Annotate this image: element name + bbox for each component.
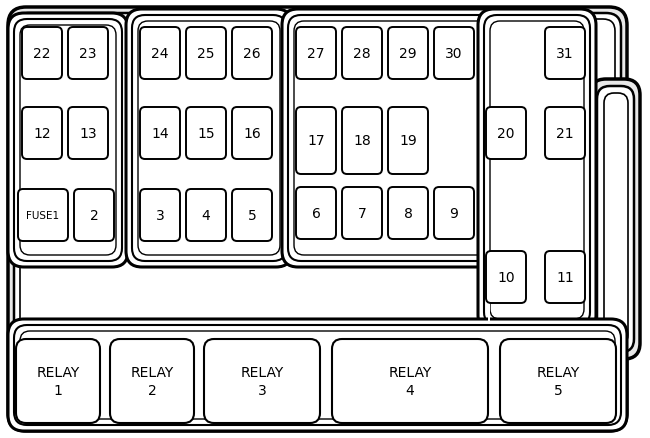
FancyBboxPatch shape bbox=[486, 108, 526, 159]
FancyBboxPatch shape bbox=[342, 28, 382, 80]
FancyBboxPatch shape bbox=[14, 20, 122, 261]
FancyBboxPatch shape bbox=[232, 108, 272, 159]
Text: 28: 28 bbox=[353, 47, 370, 61]
FancyBboxPatch shape bbox=[20, 20, 615, 419]
Text: RELAY
1: RELAY 1 bbox=[36, 365, 80, 397]
Text: 21: 21 bbox=[556, 127, 574, 141]
Text: 3: 3 bbox=[155, 208, 164, 223]
FancyBboxPatch shape bbox=[388, 28, 428, 80]
Text: 11: 11 bbox=[556, 270, 574, 284]
FancyBboxPatch shape bbox=[478, 10, 596, 331]
FancyBboxPatch shape bbox=[490, 22, 584, 319]
Text: 17: 17 bbox=[307, 134, 325, 148]
FancyBboxPatch shape bbox=[545, 108, 585, 159]
FancyBboxPatch shape bbox=[14, 14, 621, 425]
Text: 15: 15 bbox=[197, 127, 214, 141]
FancyBboxPatch shape bbox=[138, 22, 280, 255]
Text: 9: 9 bbox=[450, 207, 458, 220]
FancyBboxPatch shape bbox=[332, 339, 488, 423]
Text: 30: 30 bbox=[445, 47, 463, 61]
Text: 6: 6 bbox=[311, 207, 320, 220]
FancyBboxPatch shape bbox=[22, 28, 62, 80]
FancyBboxPatch shape bbox=[186, 190, 226, 241]
FancyBboxPatch shape bbox=[342, 187, 382, 240]
FancyBboxPatch shape bbox=[342, 108, 382, 175]
FancyBboxPatch shape bbox=[140, 28, 180, 80]
Text: 7: 7 bbox=[358, 207, 367, 220]
FancyBboxPatch shape bbox=[74, 190, 114, 241]
FancyBboxPatch shape bbox=[296, 187, 336, 240]
FancyBboxPatch shape bbox=[8, 8, 627, 431]
Text: 22: 22 bbox=[33, 47, 51, 61]
Text: 24: 24 bbox=[151, 47, 169, 61]
FancyBboxPatch shape bbox=[132, 16, 286, 261]
FancyBboxPatch shape bbox=[388, 187, 428, 240]
Text: 19: 19 bbox=[399, 134, 417, 148]
Text: 27: 27 bbox=[307, 47, 325, 61]
FancyBboxPatch shape bbox=[597, 87, 634, 352]
Text: 10: 10 bbox=[497, 270, 515, 284]
Text: RELAY
3: RELAY 3 bbox=[240, 365, 283, 397]
FancyBboxPatch shape bbox=[16, 339, 100, 423]
Text: 8: 8 bbox=[404, 207, 413, 220]
Bar bbox=[488, 256, 490, 321]
Text: 12: 12 bbox=[33, 127, 51, 141]
Text: 13: 13 bbox=[79, 127, 97, 141]
FancyBboxPatch shape bbox=[186, 28, 226, 80]
Text: 23: 23 bbox=[79, 47, 97, 61]
FancyBboxPatch shape bbox=[500, 339, 616, 423]
Text: FUSE1: FUSE1 bbox=[27, 211, 60, 220]
FancyBboxPatch shape bbox=[232, 28, 272, 80]
FancyBboxPatch shape bbox=[110, 339, 194, 423]
Text: 4: 4 bbox=[202, 208, 211, 223]
FancyBboxPatch shape bbox=[22, 108, 62, 159]
FancyBboxPatch shape bbox=[68, 28, 108, 80]
FancyBboxPatch shape bbox=[140, 108, 180, 159]
FancyBboxPatch shape bbox=[186, 108, 226, 159]
Text: RELAY
4: RELAY 4 bbox=[389, 365, 432, 397]
FancyBboxPatch shape bbox=[126, 10, 292, 267]
Text: 26: 26 bbox=[243, 47, 261, 61]
FancyBboxPatch shape bbox=[486, 251, 526, 303]
FancyBboxPatch shape bbox=[18, 190, 68, 241]
FancyBboxPatch shape bbox=[20, 26, 116, 255]
Text: 14: 14 bbox=[151, 127, 169, 141]
FancyBboxPatch shape bbox=[204, 339, 320, 423]
FancyBboxPatch shape bbox=[68, 108, 108, 159]
Text: 16: 16 bbox=[243, 127, 261, 141]
FancyBboxPatch shape bbox=[232, 190, 272, 241]
Text: 31: 31 bbox=[556, 47, 574, 61]
FancyBboxPatch shape bbox=[388, 108, 428, 175]
Text: 2: 2 bbox=[90, 208, 98, 223]
FancyBboxPatch shape bbox=[20, 331, 615, 419]
Text: 18: 18 bbox=[353, 134, 371, 148]
FancyBboxPatch shape bbox=[282, 10, 500, 267]
FancyBboxPatch shape bbox=[545, 251, 585, 303]
FancyBboxPatch shape bbox=[8, 319, 627, 431]
FancyBboxPatch shape bbox=[434, 187, 474, 240]
Text: RELAY
5: RELAY 5 bbox=[536, 365, 580, 397]
Text: 29: 29 bbox=[399, 47, 417, 61]
FancyBboxPatch shape bbox=[294, 22, 488, 255]
FancyBboxPatch shape bbox=[434, 28, 474, 80]
FancyBboxPatch shape bbox=[8, 14, 128, 267]
FancyBboxPatch shape bbox=[296, 28, 336, 80]
FancyBboxPatch shape bbox=[288, 16, 494, 261]
FancyBboxPatch shape bbox=[14, 325, 621, 425]
FancyBboxPatch shape bbox=[545, 28, 585, 80]
FancyBboxPatch shape bbox=[140, 190, 180, 241]
Text: 25: 25 bbox=[197, 47, 214, 61]
FancyBboxPatch shape bbox=[484, 16, 590, 325]
Text: 5: 5 bbox=[248, 208, 256, 223]
Text: 20: 20 bbox=[497, 127, 515, 141]
FancyBboxPatch shape bbox=[590, 80, 640, 359]
FancyBboxPatch shape bbox=[604, 94, 628, 345]
FancyBboxPatch shape bbox=[296, 108, 336, 175]
Text: RELAY
2: RELAY 2 bbox=[131, 365, 174, 397]
